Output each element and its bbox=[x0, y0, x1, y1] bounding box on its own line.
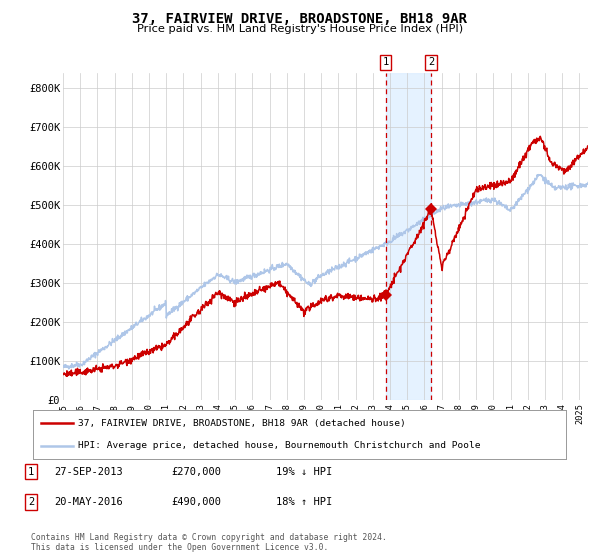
Text: 2: 2 bbox=[28, 497, 34, 507]
Text: 1: 1 bbox=[383, 57, 389, 67]
Text: £490,000: £490,000 bbox=[171, 497, 221, 507]
Text: 27-SEP-2013: 27-SEP-2013 bbox=[54, 466, 123, 477]
Text: 18% ↑ HPI: 18% ↑ HPI bbox=[276, 497, 332, 507]
Text: Contains HM Land Registry data © Crown copyright and database right 2024.: Contains HM Land Registry data © Crown c… bbox=[31, 533, 387, 542]
Text: 1: 1 bbox=[28, 466, 34, 477]
Text: £270,000: £270,000 bbox=[171, 466, 221, 477]
Text: Price paid vs. HM Land Registry's House Price Index (HPI): Price paid vs. HM Land Registry's House … bbox=[137, 24, 463, 34]
Text: 37, FAIRVIEW DRIVE, BROADSTONE, BH18 9AR (detached house): 37, FAIRVIEW DRIVE, BROADSTONE, BH18 9AR… bbox=[78, 419, 406, 428]
Text: 37, FAIRVIEW DRIVE, BROADSTONE, BH18 9AR: 37, FAIRVIEW DRIVE, BROADSTONE, BH18 9AR bbox=[133, 12, 467, 26]
Text: 19% ↓ HPI: 19% ↓ HPI bbox=[276, 466, 332, 477]
Text: HPI: Average price, detached house, Bournemouth Christchurch and Poole: HPI: Average price, detached house, Bour… bbox=[78, 441, 481, 450]
Text: 2: 2 bbox=[428, 57, 434, 67]
Text: 20-MAY-2016: 20-MAY-2016 bbox=[54, 497, 123, 507]
Text: This data is licensed under the Open Government Licence v3.0.: This data is licensed under the Open Gov… bbox=[31, 543, 329, 552]
Bar bbox=[386, 73, 431, 400]
